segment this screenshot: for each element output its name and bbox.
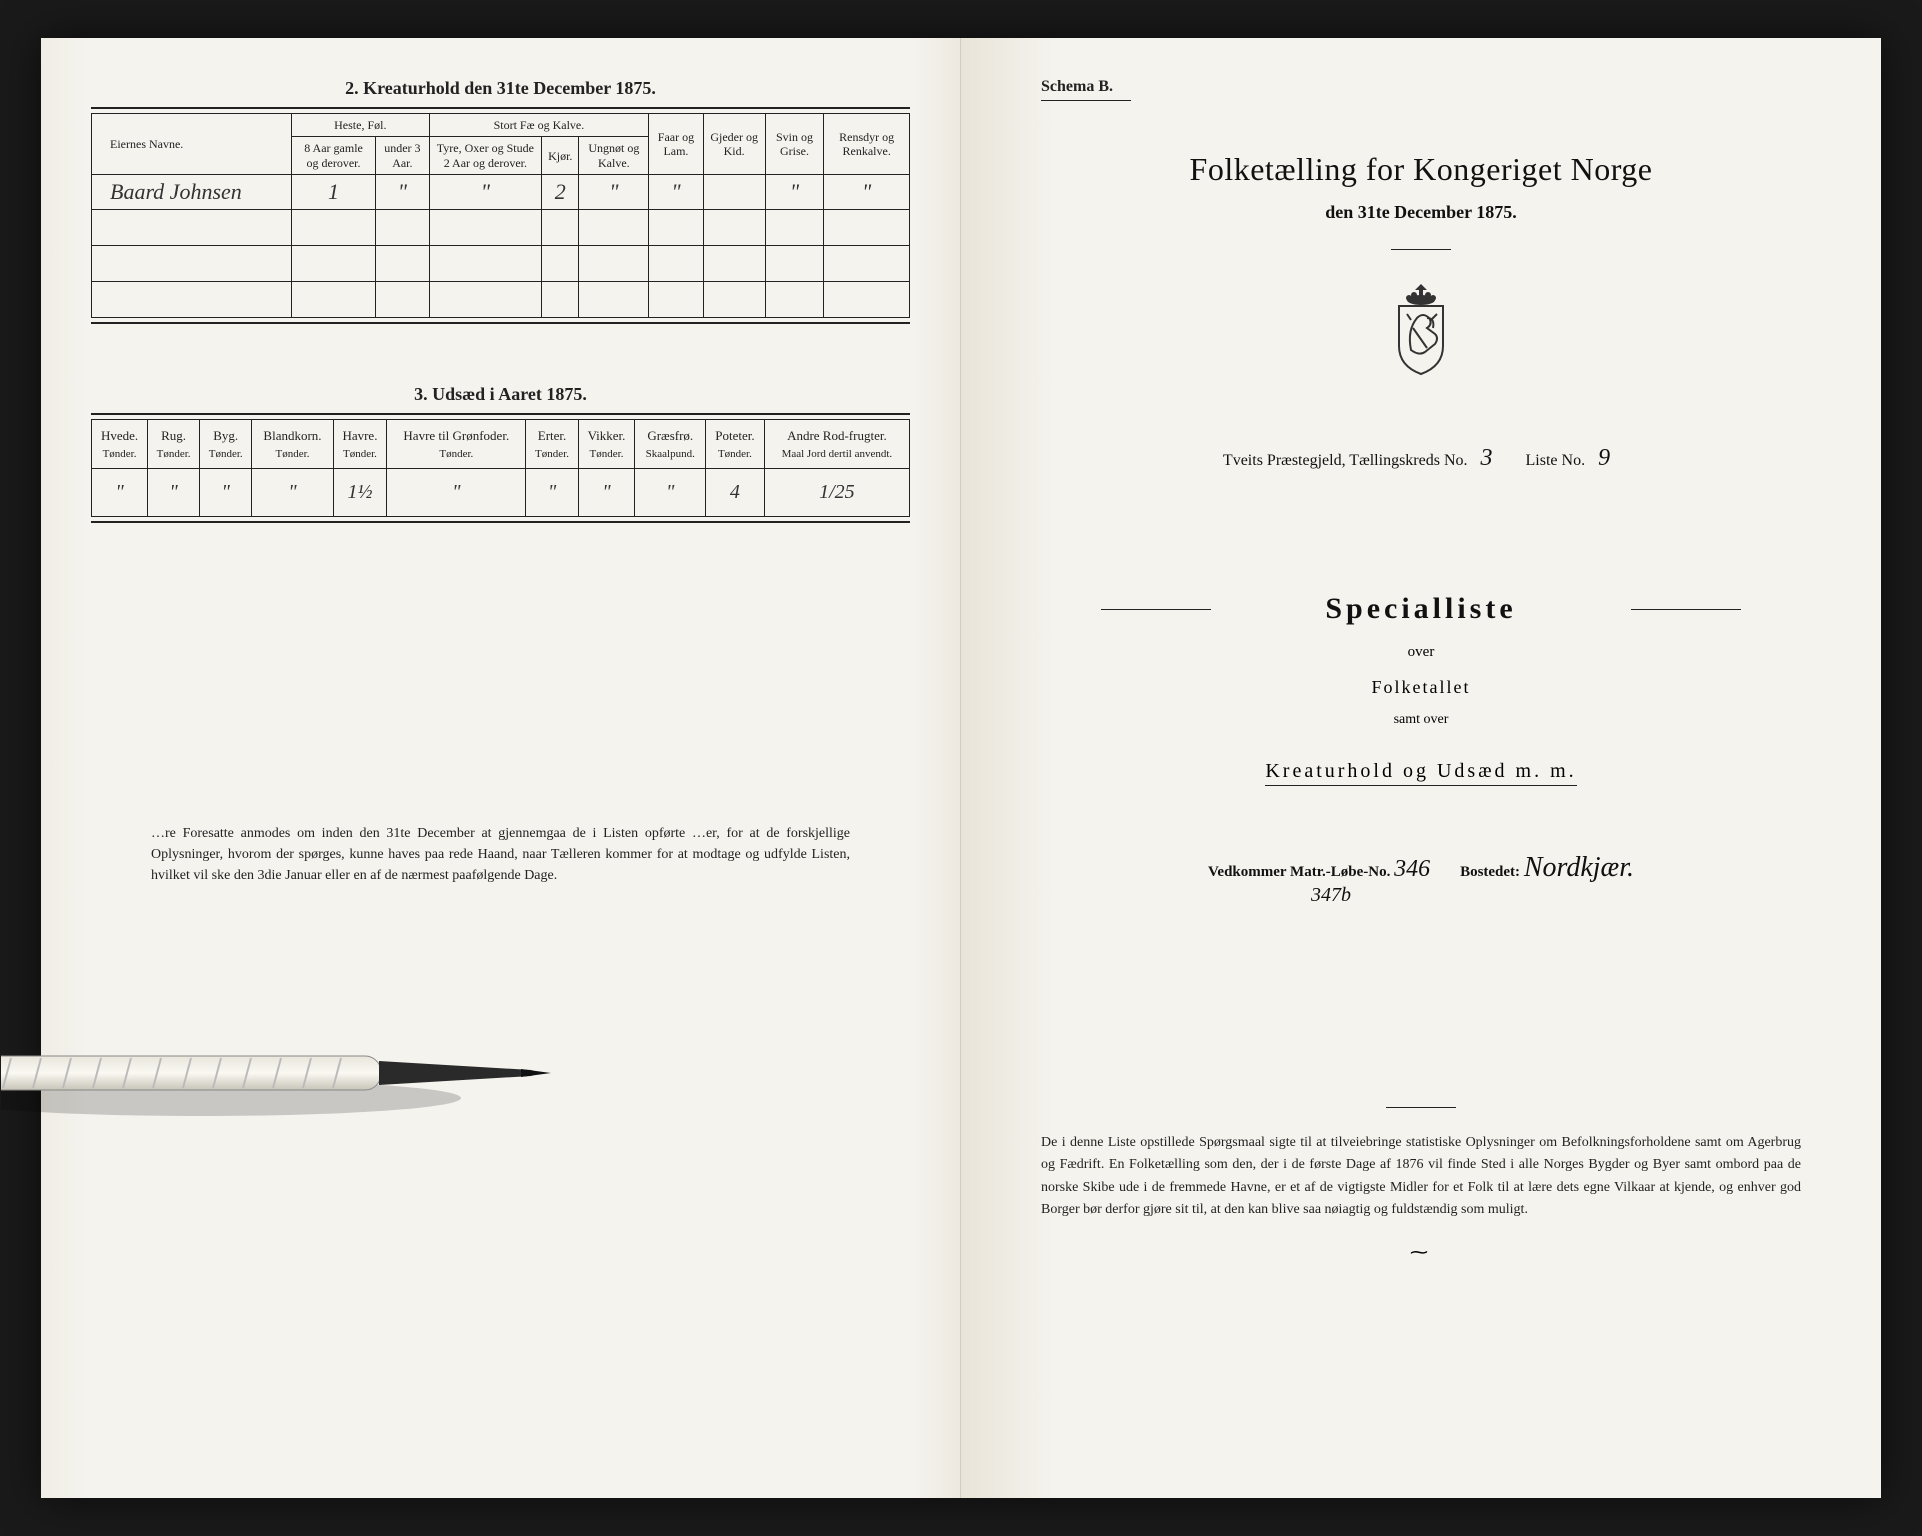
cell: " bbox=[635, 469, 706, 517]
th-rensdyr: Rensdyr og Renkalve. bbox=[824, 114, 910, 175]
section1-title: 2. Kreaturhold den 31te December 1875. bbox=[91, 78, 910, 99]
udsaed-table: Hvede.Tønder.Rug.Tønder.Byg.Tønder.Bland… bbox=[91, 419, 910, 517]
pen-icon bbox=[1, 1028, 561, 1118]
cell: " bbox=[579, 175, 649, 210]
liste-label: Liste No. bbox=[1526, 452, 1586, 469]
cell: " bbox=[148, 469, 200, 517]
schema-label: Schema B. bbox=[1041, 78, 1831, 101]
th-faar: Faar og Lam. bbox=[649, 114, 703, 175]
divider bbox=[91, 521, 910, 523]
folketallet-text: Folketallet bbox=[1011, 677, 1831, 698]
th-fae-group: Stort Fæ og Kalve. bbox=[429, 114, 649, 137]
cell: " bbox=[824, 175, 910, 210]
cell: " bbox=[765, 175, 824, 210]
table-row bbox=[92, 282, 910, 318]
cell: " bbox=[387, 469, 526, 517]
liste-number: 9 bbox=[1589, 445, 1619, 472]
th-udsaed: Andre Rod-frugter.Maal Jord dertil anven… bbox=[764, 420, 909, 469]
sub-title: den 31te December 1875. bbox=[1011, 202, 1831, 223]
right-footnote: De i denne Liste opstillede Spørgsmaal s… bbox=[1011, 1132, 1831, 1222]
samt-text: samt over bbox=[1011, 712, 1831, 728]
cell: " bbox=[92, 469, 148, 517]
th-udsaed: Byg.Tønder. bbox=[200, 420, 252, 469]
left-footnote: …re Foresatte anmodes om inden den 31te … bbox=[91, 823, 910, 886]
table-row: Baard Johnsen 1 " " 2 " " " " bbox=[92, 175, 910, 210]
th-udsaed: Blandkorn.Tønder. bbox=[252, 420, 333, 469]
crest-icon bbox=[1381, 280, 1461, 380]
flourish-icon: ⁓ bbox=[1011, 1242, 1831, 1263]
th-h1: 8 Aar gamle og derover. bbox=[292, 137, 376, 175]
th-h3: Tyre, Oxer og Stude 2 Aar og derover. bbox=[429, 137, 541, 175]
section2-title: 3. Udsæd i Aaret 1875. bbox=[91, 384, 910, 405]
divider bbox=[1041, 100, 1131, 101]
matr-number: 346 bbox=[1394, 856, 1430, 883]
matr-label: Vedkommer Matr.-Løbe-No. bbox=[1208, 864, 1390, 880]
th-udsaed: Havre til Grønfoder.Tønder. bbox=[387, 420, 526, 469]
th-h5: Ungnøt og Kalve. bbox=[579, 137, 649, 175]
schema-text: Schema B. bbox=[1041, 78, 1113, 95]
cell: 1/25 bbox=[764, 469, 909, 517]
cell: " bbox=[252, 469, 333, 517]
cell-name: Baard Johnsen bbox=[92, 175, 292, 210]
cell: " bbox=[376, 175, 430, 210]
divider bbox=[91, 413, 910, 415]
th-svin: Svin og Grise. bbox=[765, 114, 824, 175]
cell: 2 bbox=[542, 175, 579, 210]
th-h4: Kjør. bbox=[542, 137, 579, 175]
matr-number-2: 347b bbox=[1311, 884, 1351, 907]
table-row bbox=[92, 210, 910, 246]
left-page: 2. Kreaturhold den 31te December 1875. E… bbox=[41, 38, 961, 1498]
th-udsaed: Erter.Tønder. bbox=[526, 420, 578, 469]
th-name: Eiernes Navne. bbox=[92, 114, 292, 175]
th-udsaed: Vikker.Tønder. bbox=[578, 420, 635, 469]
kreaturhold-table: Eiernes Navne. Heste, Føl. Stort Fæ og K… bbox=[91, 113, 910, 318]
over-text: over bbox=[1011, 644, 1831, 661]
bosted-value: Nordkjær. bbox=[1524, 852, 1634, 884]
cell: " bbox=[649, 175, 703, 210]
cell bbox=[703, 175, 765, 210]
divider bbox=[1391, 249, 1451, 250]
divider bbox=[91, 107, 910, 109]
th-udsaed: Havre.Tønder. bbox=[333, 420, 386, 469]
divider bbox=[1386, 1107, 1456, 1108]
th-udsaed: Hvede.Tønder. bbox=[92, 420, 148, 469]
right-page: Schema B. Folketælling for Kongeriget No… bbox=[961, 38, 1881, 1498]
th-h2: under 3 Aar. bbox=[376, 137, 430, 175]
specialliste-title: Specialliste bbox=[1011, 592, 1831, 626]
bosted-label: Bostedet: bbox=[1460, 864, 1520, 880]
book-spread: 2. Kreaturhold den 31te December 1875. E… bbox=[41, 38, 1881, 1498]
cell: " bbox=[200, 469, 252, 517]
cell: 4 bbox=[706, 469, 765, 517]
kreatur-line: Kreaturhold og Udsæd m. m. bbox=[1265, 760, 1576, 786]
th-heste-group: Heste, Føl. bbox=[292, 114, 430, 137]
th-udsaed: Poteter.Tønder. bbox=[706, 420, 765, 469]
th-gjeder: Gjeder og Kid. bbox=[703, 114, 765, 175]
divider bbox=[91, 322, 910, 324]
district-line: Tveits Præstegjeld, Tællingskreds No. 3 … bbox=[1011, 445, 1831, 472]
table-row bbox=[92, 246, 910, 282]
th-udsaed: Rug.Tønder. bbox=[148, 420, 200, 469]
cell: " bbox=[578, 469, 635, 517]
cell: " bbox=[526, 469, 578, 517]
cell: " bbox=[429, 175, 541, 210]
cell: 1 bbox=[292, 175, 376, 210]
main-title: Folketælling for Kongeriget Norge bbox=[1011, 151, 1831, 188]
cell: 1½ bbox=[333, 469, 386, 517]
district-prefix: Tveits Præstegjeld, Tællingskreds No. bbox=[1223, 452, 1468, 469]
right-content: Folketælling for Kongeriget Norge den 31… bbox=[1011, 111, 1831, 1263]
matr-line: Vedkommer Matr.-Løbe-No. 346 Bostedet: N… bbox=[1011, 852, 1831, 907]
th-udsaed: Græsfrø.Skaalpund. bbox=[635, 420, 706, 469]
district-number: 3 bbox=[1472, 445, 1502, 472]
